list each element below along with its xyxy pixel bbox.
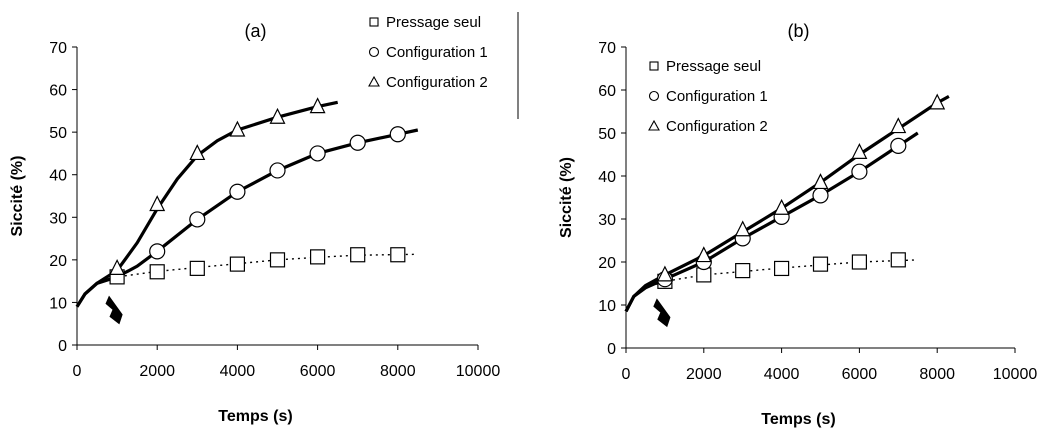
- data-point-circle: [349, 134, 366, 151]
- x-tick-label: 0: [622, 366, 631, 383]
- data-point-square: [812, 256, 829, 272]
- data-point-circle: [309, 145, 326, 162]
- y-tick-label: 70: [598, 40, 616, 57]
- chart-panel-1: 0 10 20 30 40 50 60 70 0 2000 4000 6000 8000 10000 Tem…: [9, 12, 519, 425]
- legend-marker-square: [649, 61, 659, 71]
- x-tick-label: 8000: [380, 363, 416, 380]
- y-tick-label: 50: [49, 125, 67, 142]
- legend-label: Configuration 2: [386, 74, 488, 91]
- y-tick-label: 10: [49, 295, 67, 312]
- data-point-triangle: [890, 117, 907, 134]
- data-point-square: [189, 260, 205, 276]
- data-point-circle: [149, 243, 166, 260]
- legend-background: [368, 22, 518, 114]
- legend-label: Configuration 1: [666, 88, 768, 105]
- data-point-square: [229, 256, 245, 272]
- x-axis-title: Temps (s): [218, 408, 292, 425]
- data-point-square: [851, 254, 868, 270]
- legend-label: Pressage seul: [386, 14, 481, 31]
- data-point-square: [735, 263, 751, 279]
- data-point-circle: [229, 183, 246, 200]
- legend-marker-circle: [648, 90, 660, 102]
- legend: Pressage seul Configuration 1 Configuratio…: [648, 58, 768, 135]
- x-tick-label: 2000: [139, 363, 175, 380]
- data-point-triangle: [656, 265, 673, 282]
- y-tick-label: 40: [49, 168, 67, 185]
- data-point-triangle: [695, 246, 712, 263]
- legend-marker-square: [369, 17, 379, 27]
- x-tick-label: 10000: [993, 366, 1038, 383]
- data-point-triangle: [773, 198, 790, 215]
- legend-label: Configuration 1: [386, 44, 488, 61]
- data-point-square: [310, 249, 326, 265]
- data-point-triangle: [229, 120, 246, 137]
- y-tick-label: 30: [49, 210, 67, 227]
- x-tick-label: 4000: [764, 366, 800, 383]
- legend-label: Configuration 2: [666, 118, 768, 135]
- data-point-circle: [890, 137, 907, 154]
- panel-label: (a): [245, 21, 267, 41]
- series-line-2: [75, 128, 419, 308]
- y-tick-label: 10: [598, 298, 616, 315]
- data-point-triangle: [309, 97, 326, 114]
- data-point-circle: [189, 211, 206, 228]
- y-tick-label: 40: [598, 169, 616, 186]
- x-tick-label: 0: [73, 363, 82, 380]
- legend-label: Pressage seul: [666, 58, 761, 75]
- arrow-pointer-icon: [653, 298, 671, 328]
- y-tick-label: 0: [58, 338, 67, 355]
- data-point-triangle: [189, 144, 206, 161]
- legend-marker-triangle: [648, 119, 660, 131]
- data-point-square: [773, 260, 790, 277]
- y-tick-label: 60: [49, 83, 67, 100]
- x-tick-label: 6000: [842, 366, 878, 383]
- x-tick-label: 8000: [919, 366, 955, 383]
- y-tick-label: 30: [598, 212, 616, 229]
- y-tick-label: 70: [49, 40, 67, 57]
- x-axis-title: Temps (s): [761, 411, 835, 428]
- data-point-circle: [812, 187, 829, 204]
- y-tick-label: 60: [598, 83, 616, 100]
- data-point-square: [390, 247, 406, 263]
- y-axis-title: Siccité (%): [558, 157, 575, 238]
- data-point-triangle: [734, 220, 751, 237]
- legend: Pressage seul Configuration 1 Configuratio…: [368, 12, 519, 119]
- arrow-pointer-icon: [105, 295, 123, 325]
- y-tick-label: 50: [598, 126, 616, 143]
- data-point-triangle: [149, 195, 166, 212]
- data-point-triangle: [269, 107, 286, 124]
- y-tick-label: 0: [607, 341, 616, 358]
- data-point-circle: [389, 126, 406, 143]
- data-point-square: [350, 247, 366, 263]
- x-tick-label: 4000: [220, 363, 256, 380]
- y-axis-title: Siccité (%): [9, 156, 26, 237]
- data-point-square: [890, 252, 906, 268]
- series-line-3: [624, 95, 950, 313]
- legend-marker-circle: [368, 46, 380, 58]
- x-tick-label: 6000: [300, 363, 336, 380]
- legend-marker-triangle: [368, 75, 380, 87]
- series-line-1: [76, 253, 418, 308]
- data-point-circle: [851, 163, 868, 180]
- data-point-square: [149, 264, 165, 280]
- chart-panel-2: 0 10 20 30 40 50 60 70 0 2000 4000 6000 8000 10000 Tem…: [558, 21, 1037, 428]
- data-point-square: [269, 252, 286, 268]
- panel-label: (b): [788, 21, 810, 41]
- y-tick-label: 20: [598, 255, 616, 272]
- x-tick-label: 10000: [456, 363, 501, 380]
- data-point-triangle: [851, 143, 868, 159]
- data-point-circle: [269, 162, 286, 179]
- data-point-triangle: [109, 259, 126, 275]
- data-point-triangle: [929, 93, 946, 110]
- data-point-triangle: [812, 173, 829, 190]
- y-tick-label: 20: [49, 253, 67, 270]
- x-tick-label: 2000: [686, 366, 722, 383]
